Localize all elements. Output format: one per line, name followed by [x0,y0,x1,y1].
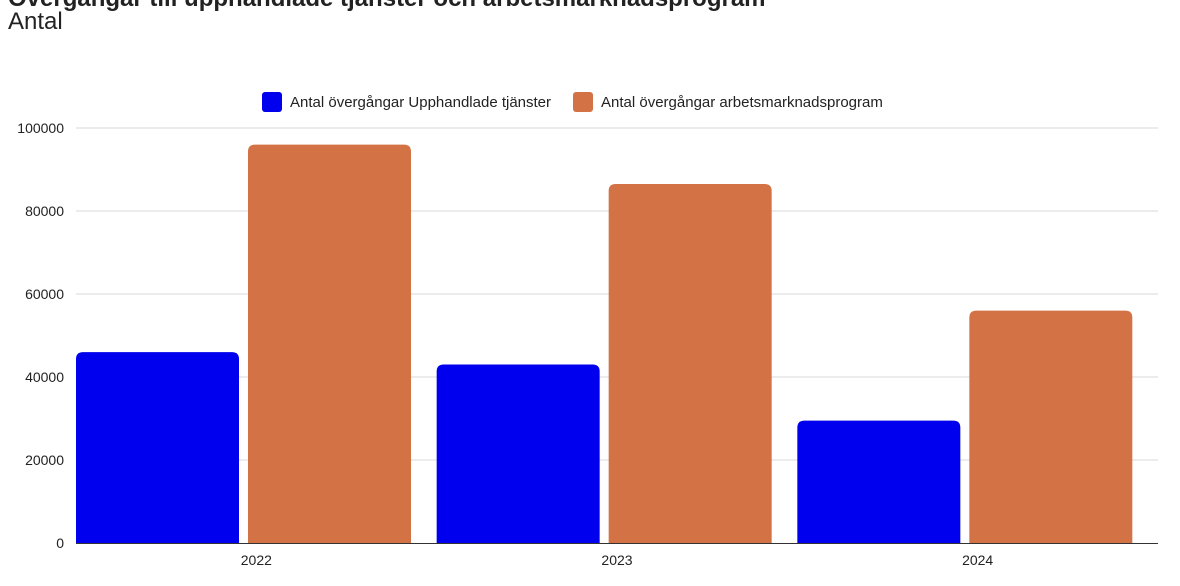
y-tick-label: 40000 [25,369,64,385]
y-axis-label: Antal [8,8,63,35]
legend-label-arbetsmarknadsprogram: Antal övergångar arbetsmarknadsprogram [601,93,883,111]
legend-label-upphandlade: Antal övergångar Upphandlade tjänster [290,93,552,111]
y-tick-label: 100000 [17,120,64,136]
y-tick-label: 60000 [25,286,64,302]
bar-2023-series-1 [436,364,600,543]
bar-2022-series-2 [248,144,411,543]
y-tick-label: 80000 [25,203,64,219]
legend-item-arbetsmarknadsprogram: Antal övergångar arbetsmarknadsprogram [573,92,883,112]
legend: Antal övergångar Upphandlade tjänster An… [262,92,905,112]
x-tick-label: 2022 [241,552,272,568]
y-tick-label: 20000 [25,452,64,468]
legend-swatch-upphandlade [262,92,282,112]
x-tick-label: 2023 [601,552,632,568]
bar-2022-series-1 [76,352,239,543]
bar-2024-series-2 [969,310,1133,543]
legend-swatch-arbetsmarknadsprogram [573,92,594,112]
bar-2024-series-1 [797,420,961,543]
legend-item-upphandlade: Antal övergångar Upphandlade tjänster [262,92,551,112]
y-tick-label: 0 [56,535,64,551]
bar-2023-series-2 [608,184,772,543]
x-tick-label: 2024 [962,552,993,568]
chart-title: Övergångar till upphandlade tjänster och… [8,0,766,13]
